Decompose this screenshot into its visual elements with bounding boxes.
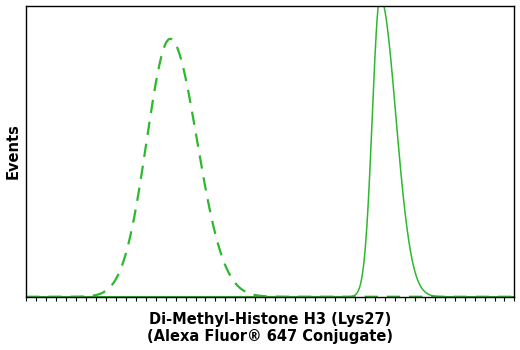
X-axis label: Di-Methyl-Histone H3 (Lys27)
(Alexa Fluor® 647 Conjugate): Di-Methyl-Histone H3 (Lys27) (Alexa Fluo… — [147, 312, 393, 344]
Y-axis label: Events: Events — [6, 123, 21, 179]
